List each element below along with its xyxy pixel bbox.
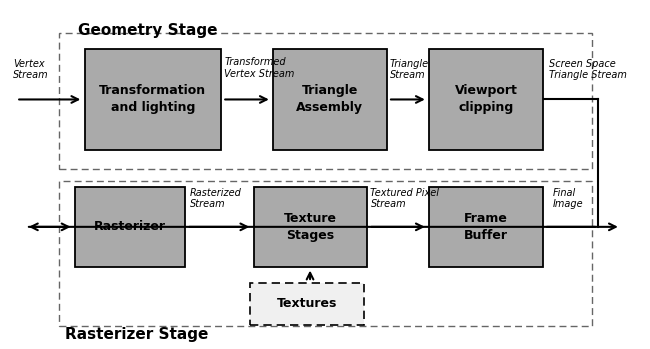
Text: Geometry Stage: Geometry Stage <box>78 23 218 38</box>
Text: Frame
Buffer: Frame Buffer <box>464 212 508 242</box>
Text: Transformed
Vertex Stream: Transformed Vertex Stream <box>224 57 294 79</box>
Bar <box>84 49 221 150</box>
Text: Rasterizer Stage: Rasterizer Stage <box>65 327 209 342</box>
Bar <box>429 49 543 150</box>
Text: Viewport
clipping: Viewport clipping <box>454 84 517 114</box>
Text: Vertex
Stream: Vertex Stream <box>13 59 49 80</box>
Text: Transformation
and lighting: Transformation and lighting <box>99 84 206 114</box>
Text: Screen Space
Triangle Stream: Screen Space Triangle Stream <box>549 59 627 80</box>
Bar <box>254 187 367 267</box>
Text: Triangle
Assembly: Triangle Assembly <box>296 84 363 114</box>
Bar <box>58 33 592 169</box>
Text: Final
Image: Final Image <box>552 188 583 209</box>
Bar <box>273 49 387 150</box>
Text: Texture
Stages: Texture Stages <box>284 212 337 242</box>
Text: Textured Pixel
Stream: Textured Pixel Stream <box>370 188 439 209</box>
Text: Rasterizer: Rasterizer <box>94 220 166 233</box>
Bar <box>58 181 592 326</box>
Bar <box>429 187 543 267</box>
Text: Rasterized
Stream: Rasterized Stream <box>190 188 242 209</box>
Text: Textures: Textures <box>277 297 337 310</box>
Bar <box>75 187 185 267</box>
Text: Triangle
Stream: Triangle Stream <box>390 59 429 80</box>
Bar <box>250 283 364 325</box>
